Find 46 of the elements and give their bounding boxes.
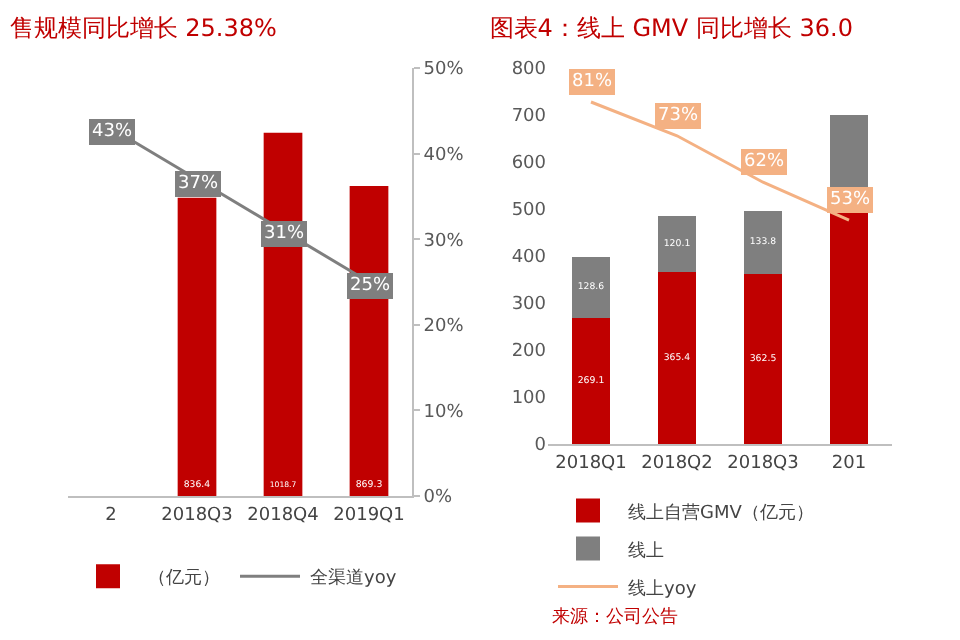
y-tick-label: 100 [511,389,547,410]
data-label: 81% [572,72,613,92]
x-tick-label: 201 [831,453,867,474]
bar [657,215,697,273]
data-label: 53% [830,190,871,210]
bar [657,272,697,444]
data-label: 25% [350,276,391,296]
data-label: 62% [744,152,785,172]
source-note: 来源：公司公告 [552,606,678,628]
x-tick-label: 2018Q3 [727,453,799,474]
legend-label: 线上yoy [628,577,698,600]
x-tick-label: 2 [105,505,117,526]
y-tick-label: 200 [511,342,547,363]
legend-label: 线上自营GMV（亿元） [628,501,814,524]
data-label: 43% [92,122,133,142]
x-tick-label: 2018Q1 [555,453,627,474]
y-tick-label: 0 [534,436,547,457]
legend-label: 全渠道yoy [310,567,398,590]
x-tick-label: 2018Q4 [247,505,320,526]
text: 20% [423,317,464,338]
text: 40% [423,145,464,166]
y-tick-label: 700 [511,107,547,128]
data-label: 31% [264,224,305,244]
x-tick-label: 2018Q3 [161,505,233,526]
text: 50% [423,60,464,81]
y-tick-label: 500 [511,201,547,222]
bar [743,210,783,274]
legend-label: （亿元） [148,567,220,590]
bar [571,317,611,444]
x-tick-label: 2019Q1 [333,505,405,526]
text: 0% [423,488,453,509]
bar [829,209,869,444]
chart-title: 图表4：线上 GMV 同比增长 36.0 [489,14,853,42]
text: 30% [423,231,464,252]
bar [571,257,611,318]
text: 10% [423,402,464,423]
legend-label: 线上 [628,539,664,562]
y-tick-label: 300 [511,295,547,316]
chart-title: 售规模同比增长 25.38% [9,14,277,42]
data-label: 37% [178,174,219,194]
bar [743,273,783,444]
data-label: 73% [658,106,699,126]
x-tick-label: 2018Q2 [641,453,713,474]
y-tick-label: 800 [511,60,547,81]
y-tick-label: 600 [511,154,547,175]
y-tick-label: 400 [511,248,547,269]
